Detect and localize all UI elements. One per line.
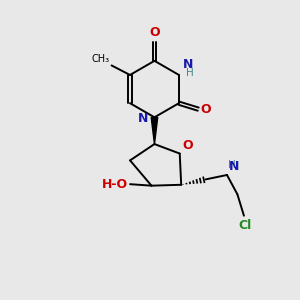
Text: H: H — [229, 160, 236, 170]
Text: O: O — [201, 103, 211, 116]
Text: N: N — [137, 112, 148, 125]
Text: N: N — [229, 160, 239, 173]
Polygon shape — [151, 117, 158, 144]
Text: H: H — [186, 68, 194, 78]
Text: N: N — [182, 58, 193, 71]
Text: O: O — [149, 26, 160, 39]
Text: CH₃: CH₃ — [92, 54, 110, 64]
Text: H-O: H-O — [102, 178, 128, 191]
Text: Cl: Cl — [239, 219, 252, 232]
Text: O: O — [183, 139, 193, 152]
